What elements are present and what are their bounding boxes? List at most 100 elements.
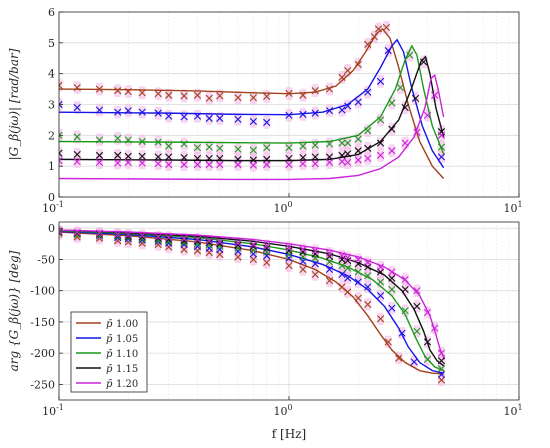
data-point xyxy=(154,138,162,146)
data-point xyxy=(311,87,319,95)
data-point xyxy=(180,237,188,245)
magnitude-p105-fit-line xyxy=(59,38,445,169)
data-point xyxy=(114,134,122,143)
data-point xyxy=(114,232,122,240)
data-point xyxy=(165,161,173,169)
data-point xyxy=(114,108,122,116)
legend-symbol: p̄ xyxy=(106,379,113,390)
data-point xyxy=(376,77,385,85)
data-point xyxy=(364,40,372,48)
data-point xyxy=(325,85,334,93)
data-point xyxy=(311,247,319,255)
phase-p100-fit-line xyxy=(59,231,444,375)
data-point xyxy=(285,247,293,255)
data-point xyxy=(114,151,122,159)
magnitude-p100-markers xyxy=(59,23,390,102)
data-point xyxy=(311,250,319,258)
data-point xyxy=(325,140,334,148)
data-point xyxy=(325,265,334,274)
data-point xyxy=(193,235,202,244)
data-point xyxy=(95,158,104,167)
data-point xyxy=(154,153,162,161)
data-point xyxy=(388,147,396,155)
data-point xyxy=(384,46,392,55)
legend-entry-p100: p̄ 1.00 xyxy=(76,319,138,330)
data-point xyxy=(205,114,213,122)
data-point xyxy=(234,94,242,102)
data-point xyxy=(376,292,385,300)
magnitude-y-tick-label: 3 xyxy=(48,99,55,112)
data-point xyxy=(285,89,293,97)
data-point xyxy=(376,116,385,124)
data-point xyxy=(364,300,372,309)
magnitude-x-tick-label: 101 xyxy=(503,200,522,215)
magnitude-y-tick-label: 5 xyxy=(48,37,55,50)
data-point xyxy=(285,244,293,252)
data-point xyxy=(431,91,439,99)
data-point xyxy=(263,242,271,250)
phase-y-tick-label: -250 xyxy=(30,378,55,391)
data-point xyxy=(154,109,162,117)
data-point xyxy=(325,153,334,161)
phase-x-tick-label: 10-1 xyxy=(42,403,64,418)
data-point xyxy=(124,231,132,239)
data-point xyxy=(165,234,173,242)
data-point xyxy=(180,161,188,169)
phase-p120-markers xyxy=(59,227,446,357)
data-point xyxy=(423,308,432,317)
data-point xyxy=(311,109,319,117)
data-point xyxy=(344,102,352,110)
data-point xyxy=(370,33,378,41)
data-point xyxy=(124,234,132,242)
data-point xyxy=(413,302,421,310)
data-point xyxy=(376,315,385,323)
data-point xyxy=(124,107,132,115)
data-point xyxy=(138,159,146,167)
data-point xyxy=(193,91,202,99)
magnitude-p100-fit-line xyxy=(59,27,445,179)
data-point xyxy=(338,139,346,147)
data-point xyxy=(374,25,383,33)
data-point xyxy=(311,260,319,268)
legend-label: 1.20 xyxy=(116,379,138,390)
data-point xyxy=(114,230,122,239)
data-point xyxy=(180,235,188,243)
data-point xyxy=(205,161,213,169)
data-point xyxy=(364,283,372,291)
data-point xyxy=(384,338,392,346)
magnitude-series-group xyxy=(59,20,446,181)
data-point xyxy=(216,240,224,248)
data-point xyxy=(354,156,362,164)
legend-symbol: p̄ xyxy=(106,334,113,345)
data-point xyxy=(338,270,346,279)
data-point xyxy=(338,262,346,270)
phase-y-tick-label: -50 xyxy=(37,253,55,266)
data-point xyxy=(205,154,213,163)
data-point xyxy=(388,268,396,276)
magnitude-p110-markers xyxy=(59,51,446,154)
data-point xyxy=(396,83,404,92)
magnitude-p120-markers xyxy=(59,91,446,169)
data-point xyxy=(59,100,63,109)
data-point xyxy=(311,160,319,168)
data-point xyxy=(73,103,81,112)
data-point xyxy=(285,154,293,163)
data-point xyxy=(180,92,188,100)
legend-entry-p110: p̄ 1.10 xyxy=(76,349,138,360)
data-point xyxy=(382,23,390,32)
data-point xyxy=(234,253,242,261)
data-point xyxy=(401,275,409,284)
data-point xyxy=(325,249,334,257)
data-point xyxy=(413,327,421,335)
data-point xyxy=(138,235,146,243)
data-point xyxy=(338,283,346,291)
data-point xyxy=(437,131,446,139)
legend-entry-p120: p̄ 1.20 xyxy=(76,379,138,390)
legend: p̄ 1.00p̄ 1.05p̄ 1.10p̄ 1.15p̄ 1.20 xyxy=(70,311,148,393)
magnitude-y-axis-label: |G_β(jω)| [rad/bar] xyxy=(7,48,21,160)
data-point xyxy=(216,154,224,163)
data-point xyxy=(364,88,372,96)
data-point xyxy=(299,160,307,168)
phase-x-axis-label: f [Hz] xyxy=(272,427,306,441)
data-point xyxy=(338,252,346,260)
